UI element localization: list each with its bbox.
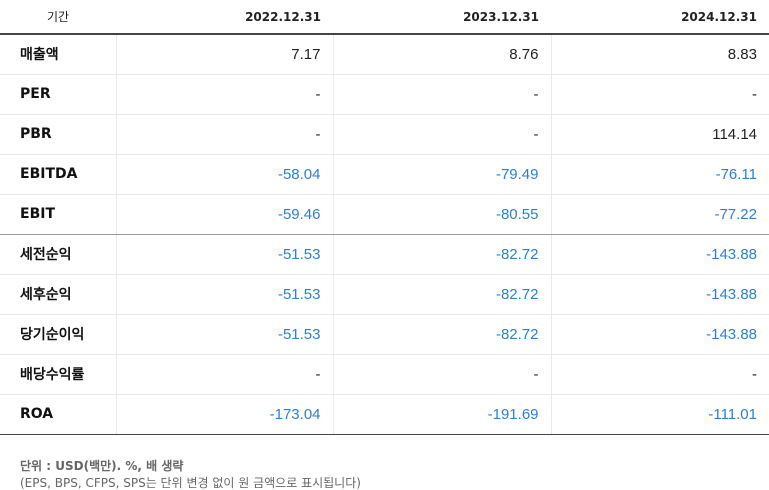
cell-value: -111.01 (550, 394, 769, 435)
row-label: 당기순이익 (0, 314, 116, 355)
cell-value: -143.88 (550, 314, 769, 355)
cell-value: 114.14 (550, 114, 769, 155)
cell-value: -82.72 (332, 234, 551, 275)
table-row: EBITDA -58.04 -79.49 -76.11 (0, 154, 769, 195)
cell-value: -58.04 (115, 154, 333, 195)
exception-note: (EPS, BPS, CFPS, SPS는 단위 변경 없이 원 금액으로 표시… (20, 476, 361, 490)
cell-value: - (115, 74, 333, 115)
table-row: 세후순익 -51.53 -82.72 -143.88 (0, 274, 769, 315)
row-label: PBR (0, 114, 116, 155)
row-label: 매출액 (0, 34, 116, 75)
row-label: 세전순익 (0, 234, 116, 275)
table-row: 매출액 7.17 8.76 8.83 (0, 34, 769, 75)
cell-value: - (332, 354, 551, 395)
cell-value: -59.46 (115, 194, 333, 235)
table-row: PBR - - 114.14 (0, 114, 769, 155)
cell-value: -191.69 (332, 394, 551, 435)
cell-value: 8.83 (550, 34, 769, 75)
cell-value: -76.11 (550, 154, 769, 195)
cell-value: - (332, 74, 551, 115)
period-header: 2022.12.31 (116, 0, 333, 35)
row-label: PER (0, 74, 116, 115)
cell-value: - (332, 114, 551, 155)
cell-value: -82.72 (332, 314, 551, 355)
cell-value: - (115, 114, 333, 155)
cell-value: - (115, 354, 333, 395)
table-row: EBIT -59.46 -80.55 -77.22 (0, 194, 769, 235)
cell-value: -82.72 (332, 274, 551, 315)
cell-value: - (550, 74, 769, 115)
cell-value: -51.53 (115, 274, 333, 315)
cell-value: -143.88 (550, 234, 769, 275)
cell-value: 8.76 (332, 34, 551, 75)
unit-note: 단위 : USD(백만). %, 배 생략 (20, 459, 184, 473)
header-row: 기간 2022.12.31 2023.12.31 2024.12.31 (0, 0, 769, 35)
cell-value: - (550, 354, 769, 395)
cell-value: -51.53 (115, 314, 333, 355)
financial-table: 기간 2022.12.31 2023.12.31 2024.12.31 매출액 … (0, 0, 769, 435)
cell-value: -80.55 (332, 194, 551, 235)
cell-value: -77.22 (550, 194, 769, 235)
row-label: 세후순익 (0, 274, 116, 315)
row-label: 배당수익률 (0, 354, 116, 395)
row-label: ROA (0, 394, 116, 435)
cell-value: -143.88 (550, 274, 769, 315)
table-row: 당기순이익 -51.53 -82.72 -143.88 (0, 314, 769, 355)
period-header: 2023.12.31 (333, 0, 551, 35)
period-header: 2024.12.31 (551, 0, 769, 35)
table-row: 배당수익률 - - - (0, 354, 769, 395)
table-row: ROA -173.04 -191.69 -111.01 (0, 394, 769, 435)
row-label: EBITDA (0, 154, 116, 195)
cell-value: -79.49 (332, 154, 551, 195)
cell-value: -173.04 (115, 394, 333, 435)
cell-value: 7.17 (115, 34, 333, 75)
row-label: EBIT (0, 194, 116, 235)
table-row: 세전순익 -51.53 -82.72 -143.88 (0, 234, 769, 275)
cell-value: -51.53 (115, 234, 333, 275)
table-row: PER - - - (0, 74, 769, 115)
period-header-label: 기간 (0, 0, 116, 35)
